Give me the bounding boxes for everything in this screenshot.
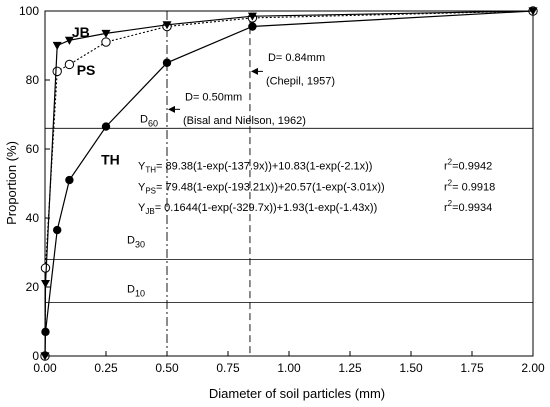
reference-label-d30: D30 (127, 234, 145, 249)
y-tick-label: 100 (19, 4, 39, 18)
point-jb (162, 21, 172, 30)
x-tick-label: 1.50 (399, 361, 423, 375)
reference-label-d10: D10 (127, 284, 145, 299)
y-tick-label: 40 (26, 211, 40, 225)
equation-sub: TH (145, 166, 156, 175)
point-jb (528, 7, 538, 16)
reference-label-sub: 10 (135, 289, 145, 299)
reference-label-d: D (127, 234, 135, 246)
arrow-head (168, 105, 175, 113)
r2-sup: 2 (448, 178, 453, 187)
r2-value: =0.9942 (452, 161, 492, 173)
series-label-jb: JB (72, 24, 90, 40)
point-th (65, 175, 74, 185)
point-jb (64, 36, 74, 45)
y-tick-label: 0 (32, 349, 39, 363)
point-jb (40, 279, 50, 289)
point-jb (101, 29, 111, 38)
equation-rhs: = 0.1644(1-exp(-329.7x))+1.93(1-exp(-1.4… (155, 202, 378, 214)
point-th (162, 58, 172, 67)
equation-lhs: Y (138, 181, 146, 193)
y-tick-label: 80 (26, 73, 40, 87)
equation-r2-th: r2=0.9942 (444, 158, 492, 173)
equation-sub: PS (145, 186, 156, 195)
equation-rhs: = 89.38(1-exp(-137.9x))+10.83(1-exp(-2.1… (156, 161, 372, 173)
r2-sup: 2 (448, 199, 453, 208)
x-tick-label: 0.00 (33, 361, 57, 375)
equation-rhs: = 79.48(1-exp(-193.21x))+20.57(1-exp(-3.… (156, 181, 385, 193)
x-tick-label: 2.00 (521, 361, 545, 375)
r2-sup: 2 (448, 158, 453, 167)
point-th (101, 122, 111, 131)
r2-value: = 0.9918 (452, 181, 495, 193)
equation-r2-jb: r2=0.9934 (444, 199, 492, 214)
r2-value: =0.9934 (452, 202, 492, 214)
reference-label-d60: D60 (140, 113, 158, 128)
y-tick-label: 60 (26, 142, 40, 156)
point-ps (64, 59, 75, 70)
series-line-jb (44, 10, 534, 357)
ticks-layer: 0.00 0.25 0.50 0.75 1.00 1.25 1.50 1.75 2.00 0 20 4… (19, 4, 545, 375)
equation-ps: YPS= 79.48(1-exp(-193.21x))+20.57(1-exp(… (138, 181, 385, 195)
reference-label-d: D (127, 284, 135, 296)
vline-label: D= 0.50mm (185, 92, 242, 104)
x-tick-label: 0.50 (155, 361, 179, 375)
reference-label-d: D (140, 113, 148, 125)
y-axis-title: Proportion (%) (4, 141, 19, 225)
equation-r2-ps: r2= 0.9918 (444, 178, 495, 193)
series-label-th: TH (101, 152, 120, 168)
x-tick-label: 1.25 (338, 361, 362, 375)
point-ps (52, 66, 62, 77)
reference-label-sub: 30 (135, 239, 145, 249)
x-tick-label: 1.75 (460, 361, 484, 375)
r2-prefix: r (444, 161, 448, 173)
annotation-layer: D= 0.50mm (Bisal and Nielson, 1962) D= 0.8… (72, 24, 495, 216)
x-tick-label: 0.25 (94, 361, 118, 375)
point-ps (40, 263, 51, 273)
series-label-ps: PS (77, 62, 96, 78)
vline-citation: (Chepil, 1957) (266, 76, 335, 88)
r2-prefix: r (444, 202, 448, 214)
point-th (248, 22, 257, 31)
reference-label-sub: 60 (148, 118, 158, 128)
point-jb (52, 41, 62, 50)
x-axis-title: Diameter of soil particles (mm) (209, 386, 385, 401)
y-tick-label: 20 (26, 280, 40, 294)
series-line-th (44, 10, 534, 357)
vline-citation: (Bisal and Nielson, 1962) (183, 115, 306, 127)
series-layer (40, 6, 538, 361)
point-jb (247, 12, 257, 21)
vline-label: D= 0.84mm (268, 52, 325, 64)
equation-th: YTH= 89.38(1-exp(-137.9x))+10.83(1-exp(-… (138, 161, 372, 175)
equation-lhs: Y (138, 161, 146, 173)
point-ps (101, 37, 111, 47)
equation-sub: JB (145, 207, 154, 216)
r2-prefix: r (444, 181, 448, 193)
equation-lhs: Y (138, 202, 146, 214)
x-tick-label: 1.00 (277, 361, 301, 375)
x-tick-label: 0.75 (216, 361, 240, 375)
point-th (53, 225, 62, 235)
arrow-head (250, 67, 258, 75)
equation-jb: YJB= 0.1644(1-exp(-329.7x))+1.93(1-exp(-… (138, 202, 377, 216)
